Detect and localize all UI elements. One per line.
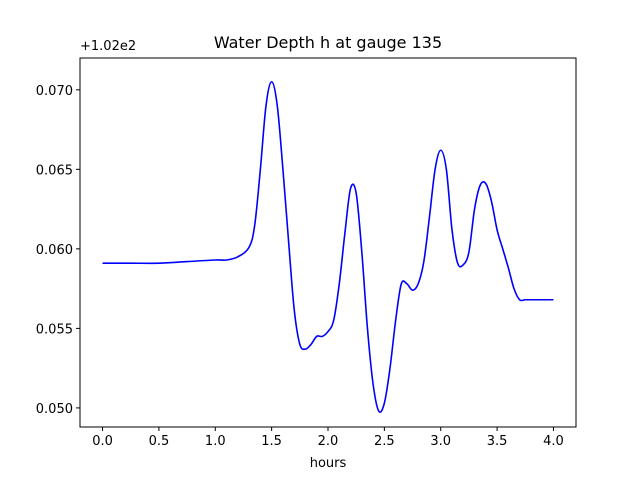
x-axis-label: hours bbox=[310, 456, 347, 471]
plot-area: 0.0 0.5 1.0 1.5 2.0 2.5 3.0 3.5 4.0 0.050 0.055 0.0… bbox=[36, 57, 577, 449]
chart-title: Water Depth h at gauge 135 bbox=[214, 33, 442, 52]
series-line-0 bbox=[102, 81, 554, 414]
x-tick-label: 0.0 bbox=[92, 434, 113, 449]
x-tick-label: 1.0 bbox=[205, 434, 226, 449]
y-tick-label: 0.060 bbox=[36, 243, 73, 258]
x-tick-label: 3.0 bbox=[430, 434, 451, 449]
y-offset-label: +1.02e2 bbox=[80, 39, 136, 54]
x-tick-label: 4.0 bbox=[543, 434, 564, 449]
y-tick-label: 0.055 bbox=[36, 322, 73, 337]
y-tick-label: 0.070 bbox=[36, 84, 73, 99]
x-tick-label: 0.5 bbox=[149, 434, 170, 449]
y-tick-label: 0.050 bbox=[36, 402, 73, 417]
x-tick-label: 1.5 bbox=[261, 434, 282, 449]
x-tick-label: 2.5 bbox=[374, 434, 395, 449]
x-tick-label: 3.5 bbox=[487, 434, 508, 449]
y-tick-label: 0.065 bbox=[36, 163, 73, 178]
x-tick-label: 2.0 bbox=[318, 434, 339, 449]
